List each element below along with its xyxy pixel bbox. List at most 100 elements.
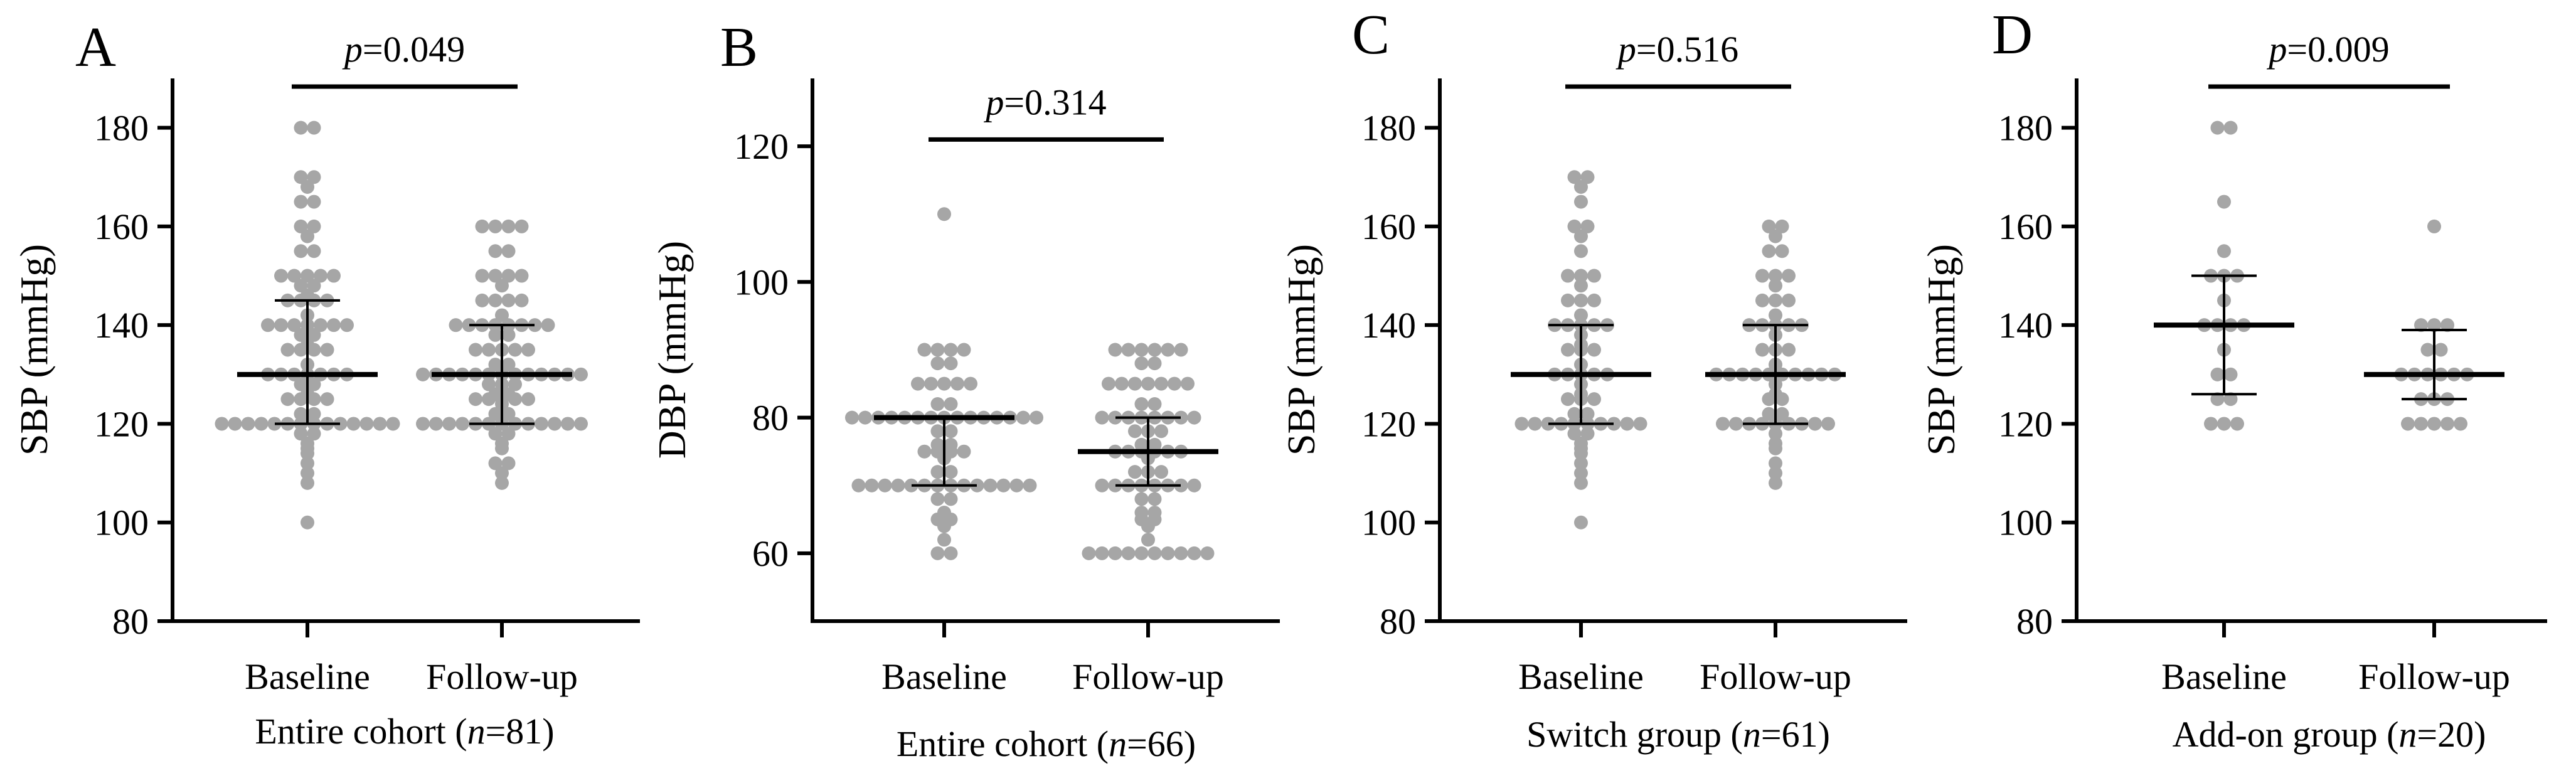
data-point (1716, 417, 1730, 431)
data-point (488, 244, 503, 258)
x-tick-label: Follow-up (426, 656, 578, 697)
data-point (1134, 343, 1149, 357)
data-point (1128, 465, 1142, 479)
panel-label: D (1992, 4, 2033, 66)
data-point (964, 376, 977, 391)
x-axis-label: Entire cohort (n=66) (897, 723, 1196, 764)
data-point (1587, 343, 1601, 357)
data-point (301, 476, 314, 490)
data-point (1030, 410, 1043, 425)
data-point (495, 279, 509, 293)
y-tick-label: 80 (112, 601, 149, 642)
data-point (1147, 506, 1162, 519)
x-axis-label-prefix: Add-on group ( (2173, 714, 2399, 755)
p-value-label: p=0.009 (2266, 29, 2389, 70)
x-axis-label-n: n (467, 711, 486, 752)
data-point (488, 358, 503, 372)
data-point (327, 318, 341, 333)
data-point (1147, 356, 1162, 371)
data-point (1587, 392, 1601, 407)
data-point (1121, 343, 1136, 357)
data-point (307, 120, 321, 135)
data-point (957, 444, 971, 459)
data-point (501, 244, 516, 258)
y-tick-label: 80 (2016, 601, 2053, 642)
y-tick-label: 180 (1998, 108, 2053, 149)
data-point (1023, 478, 1037, 493)
x-axis-label-suffix: =66) (1127, 723, 1196, 764)
data-point (1762, 219, 1776, 233)
data-point (307, 194, 321, 209)
data-point (508, 377, 522, 392)
data-point (508, 343, 522, 357)
data-point (294, 407, 308, 421)
y-axis-label: SBP (mmHg) (1920, 244, 1963, 455)
x-axis-label: Entire cohort (n=81) (255, 711, 554, 752)
data-point (475, 269, 489, 283)
data-point (548, 417, 562, 431)
y-tick-label: 160 (1998, 206, 2053, 247)
data-point (1729, 417, 1743, 431)
data-point (930, 424, 945, 439)
x-tick-label: Baseline (245, 656, 370, 697)
data-point (1168, 376, 1181, 391)
data-point (1174, 343, 1188, 357)
data-point (1561, 293, 1575, 307)
data-point (386, 417, 400, 431)
x-tick-label: Follow-up (1700, 656, 1851, 697)
y-tick-label: 80 (1380, 601, 1416, 642)
data-point (1134, 492, 1149, 506)
data-point (957, 343, 971, 357)
data-point (1108, 546, 1122, 560)
data-point (2427, 417, 2441, 431)
data-point (1574, 476, 1588, 490)
data-point (488, 387, 503, 402)
y-tick-label: 180 (1361, 108, 1416, 149)
data-point (2204, 417, 2218, 431)
data-point (1147, 343, 1162, 357)
data-point (930, 397, 945, 411)
data-point (2440, 318, 2454, 333)
data-point (1574, 279, 1588, 293)
data-point (865, 478, 879, 493)
data-point (1108, 343, 1122, 357)
data-point (1574, 180, 1588, 194)
data-point (1134, 437, 1149, 452)
data-point (462, 318, 476, 333)
data-point (1095, 410, 1109, 425)
p-value: =0.049 (363, 29, 465, 70)
data-point (944, 424, 958, 439)
data-point (1147, 492, 1162, 506)
data-point (514, 269, 529, 283)
data-point (301, 180, 314, 194)
data-point (320, 392, 334, 407)
data-point (1147, 437, 1162, 452)
p-symbol: p (1615, 29, 1636, 70)
x-axis-label: Switch group (n=61) (1526, 714, 1830, 755)
data-point (996, 478, 1011, 493)
data-point (858, 410, 872, 425)
data-point (301, 466, 314, 481)
data-point (1769, 279, 1782, 293)
data-point (1174, 410, 1188, 425)
data-point (1528, 417, 1542, 431)
data-point (1108, 410, 1122, 425)
p-value-label: p=0.314 (983, 82, 1106, 122)
data-point (1187, 546, 1201, 560)
data-point (482, 377, 496, 392)
data-point (924, 376, 938, 391)
data-point (1147, 546, 1162, 560)
data-point (1128, 424, 1142, 439)
data-point (359, 417, 374, 431)
p-symbol: p (2266, 29, 2287, 70)
data-point (1561, 392, 1575, 407)
data-point (2414, 417, 2428, 431)
y-tick-label: 160 (94, 206, 149, 247)
data-point (1769, 293, 1782, 307)
data-point (1134, 546, 1149, 560)
data-point (944, 356, 958, 371)
data-point (1095, 546, 1109, 560)
data-point (944, 546, 958, 560)
data-point (1808, 417, 1822, 431)
data-point (1574, 269, 1588, 283)
